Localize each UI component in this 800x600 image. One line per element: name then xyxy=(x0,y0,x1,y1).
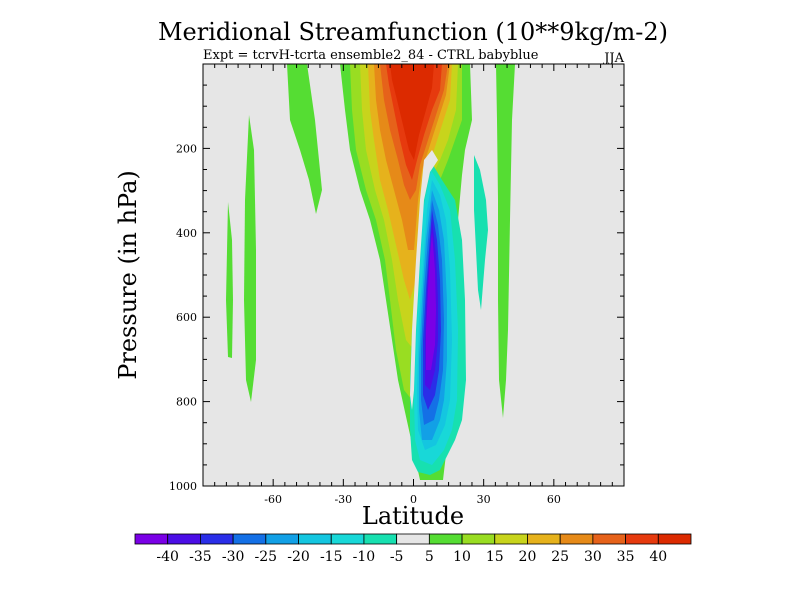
colorbar-swatch xyxy=(625,533,659,545)
y-tick-label: 600 xyxy=(176,311,197,324)
x-axis-title: Latitude xyxy=(362,502,464,530)
colorbar-swatch xyxy=(657,533,692,545)
contour-5-south-band xyxy=(287,64,322,214)
y-axis-title: Pressure (in hPa) xyxy=(114,170,142,380)
colorbar-label: -15 xyxy=(320,549,343,565)
colorbar-label: -30 xyxy=(222,549,245,565)
colorbar-swatch xyxy=(527,533,561,545)
x-tick-label: 60 xyxy=(547,493,561,506)
zero-contour-gap xyxy=(410,150,438,410)
colorbar-label: -25 xyxy=(255,549,278,565)
contour-fills xyxy=(226,64,515,480)
colorbar-label: 20 xyxy=(519,549,537,565)
colorbar-swatch xyxy=(200,533,234,545)
colorbar-swatch xyxy=(428,533,463,545)
y-tick-label: 400 xyxy=(176,227,197,240)
x-tick-label: -60 xyxy=(264,493,282,506)
colorbar-label: -20 xyxy=(287,549,310,565)
colorbar-label: 35 xyxy=(617,549,635,565)
colorbar-label: 25 xyxy=(551,549,569,565)
colorbar-swatch xyxy=(265,533,299,545)
contour-5-south-strip-1 xyxy=(226,202,233,358)
y-axis: 200 400 600 800 1000 xyxy=(169,63,624,493)
y-tick-label: 1000 xyxy=(169,480,197,493)
contour-minus40-main xyxy=(426,232,436,370)
colorbar-label: 30 xyxy=(584,549,602,565)
season-label: JJA xyxy=(602,51,624,66)
y-tick-label: 200 xyxy=(176,142,197,155)
colorbar-swatch xyxy=(167,533,201,545)
colorbar-swatch xyxy=(330,533,365,545)
colorbar-swatch xyxy=(592,533,626,545)
x-tick-label: 30 xyxy=(477,493,491,506)
colorbar-label: 40 xyxy=(649,549,667,565)
y-tick-label: 800 xyxy=(176,396,197,409)
colorbar-label: -40 xyxy=(156,549,179,565)
contour-40-main xyxy=(390,64,434,160)
colorbar-swatch xyxy=(363,533,398,545)
x-axis: -60 -30 0 30 60 xyxy=(202,64,625,506)
colorbar-swatch xyxy=(232,533,267,545)
colorbar-label: 10 xyxy=(453,549,471,565)
chart-subtitle: Expt = tcrvH-tcrta ensemble2_84 - CTRL b… xyxy=(203,48,539,63)
x-tick-label: -30 xyxy=(334,493,352,506)
contour-minus5-north-patch xyxy=(474,155,488,310)
colorbar-swatch xyxy=(396,533,430,545)
colorbar-label: -10 xyxy=(353,549,376,565)
colorbar-swatch xyxy=(298,533,332,545)
contour-5-south-strip-2 xyxy=(244,115,256,402)
colorbar-swatch xyxy=(461,533,496,545)
colorbar-swatch xyxy=(559,533,594,545)
contour-5-north-band-1 xyxy=(496,64,515,418)
colorbar-label: -35 xyxy=(189,549,212,565)
colorbar-swatch xyxy=(494,533,528,545)
colorbar-label: 15 xyxy=(486,549,504,565)
colorbar-label: 5 xyxy=(425,549,434,565)
colorbar-label: -5 xyxy=(390,549,404,565)
colorbar: -40 -35 -30 -25 -20 -15 -10 -5 5 10 15 20 25 30 35 40 xyxy=(134,533,692,565)
colorbar-swatch xyxy=(134,533,169,545)
chart-title: Meridional Streamfunction (10**9kg/m-2) xyxy=(158,18,668,46)
x-tick-label: 0 xyxy=(410,493,417,506)
